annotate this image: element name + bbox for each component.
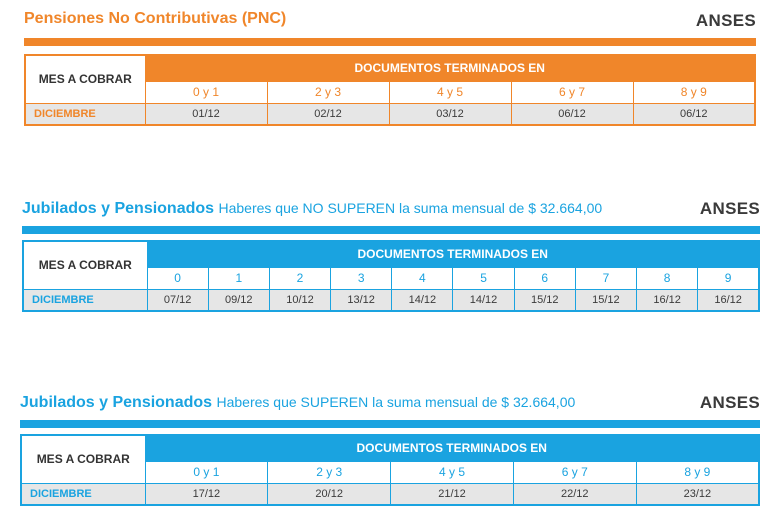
mes-a-cobrar-label: MES A COBRAR	[22, 240, 148, 290]
pnc-divider	[24, 38, 756, 46]
pay-date: 15/12	[513, 288, 576, 312]
dni-group: 2	[268, 266, 332, 290]
mes-a-cobrar-label: MES A COBRAR	[20, 434, 146, 484]
anses-logo: ANSES	[699, 199, 760, 218]
jubilados-superen-heading: Jubilados y Pensionados Haberes que SUPE…	[20, 394, 575, 412]
pay-date: 16/12	[635, 288, 699, 312]
jubilados-no-superen-heading: Jubilados y Pensionados Haberes que NO S…	[22, 200, 602, 218]
documentos-header: DOCUMENTOS TERMINADOS EN	[144, 54, 756, 82]
mes-a-cobrar-label: MES A COBRAR	[24, 54, 146, 104]
dni-group: 5	[452, 266, 515, 290]
dni-group: 6	[513, 266, 576, 290]
pnc-title-text: Pensiones No Contributivas (PNC)	[24, 10, 287, 27]
dni-group: 1	[207, 266, 270, 290]
month-label: DICIEMBRE	[20, 482, 146, 506]
jubilados-no-superen-table: MES A COBRAR DOCUMENTOS TERMINADOS EN 0 …	[22, 240, 760, 312]
pay-date: 06/12	[632, 102, 756, 126]
dni-group: 2 y 3	[266, 80, 390, 104]
dni-group: 3	[330, 266, 393, 290]
documentos-header: DOCUMENTOS TERMINADOS EN	[146, 240, 760, 268]
jubilados-title: Jubilados y Pensionados	[22, 200, 215, 217]
pay-date: 14/12	[452, 288, 515, 312]
pay-date: 01/12	[144, 102, 268, 126]
dni-group: 2 y 3	[267, 460, 392, 484]
month-label: DICIEMBRE	[24, 102, 146, 126]
pay-date: 17/12	[144, 482, 269, 506]
pay-date: 15/12	[574, 288, 638, 312]
jubilados-superen-table: MES A COBRAR DOCUMENTOS TERMINADOS EN 0 …	[20, 434, 760, 506]
dni-group: 6 y 7	[510, 80, 634, 104]
dni-group: 8	[635, 266, 699, 290]
pay-date: 06/12	[510, 102, 634, 126]
pay-date: 23/12	[635, 482, 760, 506]
dni-group: 8 y 9	[632, 80, 756, 104]
dni-group: 7	[574, 266, 638, 290]
jubilados-superen-divider	[20, 420, 760, 428]
pay-date: 02/12	[266, 102, 390, 126]
dni-group: 9	[697, 266, 760, 290]
haberes-subtitle: Haberes que SUPEREN la suma mensual de $…	[216, 394, 576, 410]
pnc-schedule-table: MES A COBRAR DOCUMENTOS TERMINADOS EN 0 …	[24, 54, 756, 126]
pay-date: 09/12	[207, 288, 270, 312]
dni-group: 0	[146, 266, 209, 290]
dni-group: 6 y 7	[512, 460, 637, 484]
pay-date: 07/12	[146, 288, 209, 312]
dni-group: 0 y 1	[144, 460, 269, 484]
dni-group: 4 y 5	[388, 80, 512, 104]
pay-date: 10/12	[268, 288, 332, 312]
jubilados-title: Jubilados y Pensionados	[20, 394, 213, 411]
dni-group: 4	[391, 266, 454, 290]
dni-group: 0 y 1	[144, 80, 268, 104]
month-label: DICIEMBRE	[22, 288, 148, 312]
pay-date: 13/12	[330, 288, 393, 312]
anses-logo: ANSES	[699, 393, 760, 412]
pnc-title: Pensiones No Contributivas (PNC)	[24, 10, 286, 28]
pay-date: 20/12	[267, 482, 392, 506]
dni-group: 4 y 5	[390, 460, 514, 484]
pay-date: 14/12	[391, 288, 454, 312]
pay-date: 21/12	[390, 482, 514, 506]
dni-group: 8 y 9	[635, 460, 760, 484]
pay-date: 03/12	[388, 102, 512, 126]
pay-date: 16/12	[697, 288, 760, 312]
anses-logo: ANSES	[695, 11, 756, 30]
haberes-subtitle: Haberes que NO SUPEREN la suma mensual d…	[218, 200, 603, 216]
pay-date: 22/12	[512, 482, 637, 506]
documentos-header: DOCUMENTOS TERMINADOS EN	[144, 434, 760, 462]
jubilados-no-superen-divider	[22, 226, 760, 234]
